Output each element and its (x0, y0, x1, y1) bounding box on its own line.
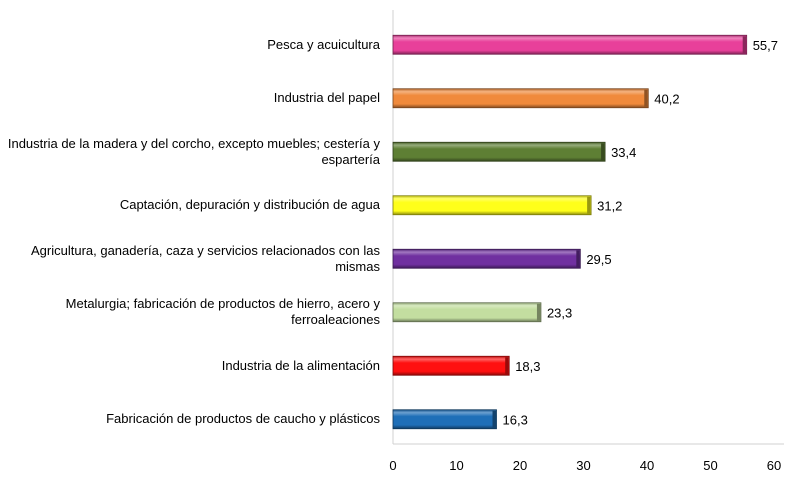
category-label: Industria de la madera y del corcho, exc… (7, 135, 380, 167)
x-tick-label: 50 (703, 458, 717, 473)
bar (392, 302, 542, 323)
data-label: 55,7 (753, 38, 778, 53)
data-label: 33,4 (611, 145, 636, 160)
bar-end-bevel (492, 410, 497, 428)
x-tick-label: 0 (389, 458, 396, 473)
category-label: Industria de la alimentación (221, 357, 380, 373)
bar-end-bevel (601, 143, 605, 161)
x-tick-label: 10 (449, 458, 463, 473)
bar-end-bevel (742, 36, 747, 54)
data-label: 18,3 (515, 359, 540, 374)
bar (392, 34, 748, 55)
category-label: Agricultura, ganadería, caza y servicios… (30, 242, 380, 274)
x-tick-label: 20 (513, 458, 527, 473)
category-label: Industria del papel (273, 90, 380, 106)
data-label: 40,2 (654, 91, 679, 106)
bar (392, 409, 497, 430)
bar (392, 141, 606, 162)
bar (392, 195, 592, 216)
bar-end-bevel (536, 303, 541, 321)
x-tick-label: 40 (640, 458, 654, 473)
data-label: 31,2 (597, 198, 622, 213)
category-label: Metalurgia; fabricación de productos de … (65, 296, 380, 328)
data-label: 29,5 (586, 252, 611, 267)
data-label: 16,3 (503, 412, 528, 427)
bar-end-bevel (587, 196, 591, 214)
category-label: Captación, depuración y distribución de … (119, 197, 380, 213)
x-tick-label: 60 (767, 458, 781, 473)
bar-end-bevel (505, 357, 509, 375)
data-label: 23,3 (547, 305, 572, 320)
bar-end-bevel (644, 89, 648, 107)
bar-end-bevel (576, 250, 580, 268)
bar (392, 355, 510, 376)
x-tick-label: 30 (576, 458, 590, 473)
category-label: Fabricación de productos de caucho y plá… (106, 411, 380, 427)
bar (392, 88, 649, 109)
category-label: Pesca y acuicultura (267, 36, 380, 52)
bar (392, 248, 581, 269)
